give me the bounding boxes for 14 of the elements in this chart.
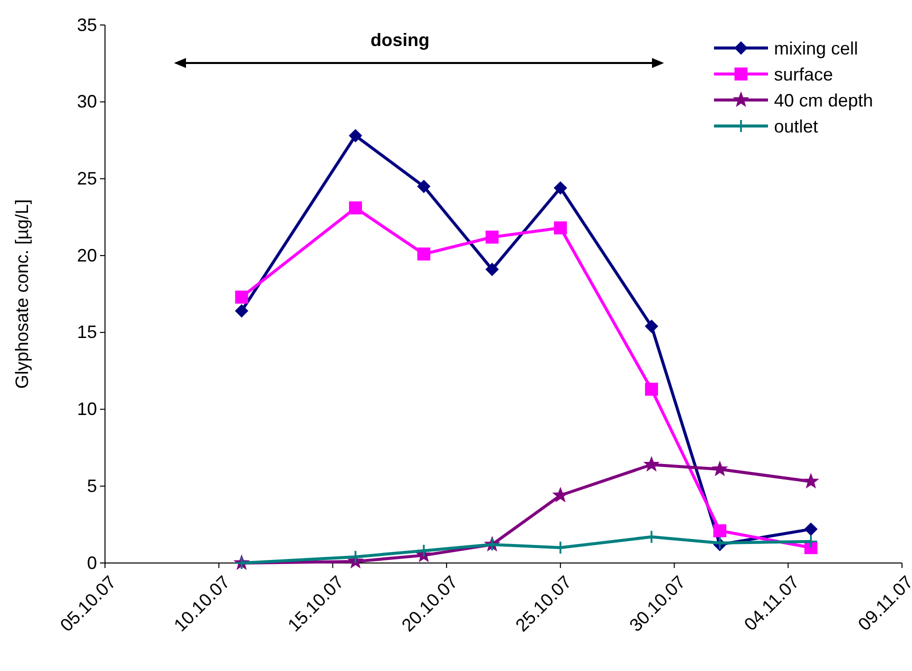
legend-label: mixing cell: [774, 38, 858, 58]
annotation: dosing: [370, 30, 430, 50]
y-tick-label: 5: [86, 476, 97, 496]
y-tick-label: 30: [76, 92, 97, 112]
y-tick-label: 15: [76, 322, 97, 342]
legend-label: surface: [774, 64, 834, 84]
y-tick-label: 25: [76, 168, 97, 188]
y-tick-label: 20: [76, 245, 97, 266]
y-tick-label: 35: [76, 14, 97, 35]
y-tick-label: 0: [86, 552, 97, 573]
y-axis-title: Glyphosate conc. [µg/L]: [12, 199, 32, 389]
y-tick-label: 10: [76, 399, 97, 420]
legend-label: 40 cm depth: [774, 90, 874, 110]
legend-label: outlet: [774, 116, 818, 136]
